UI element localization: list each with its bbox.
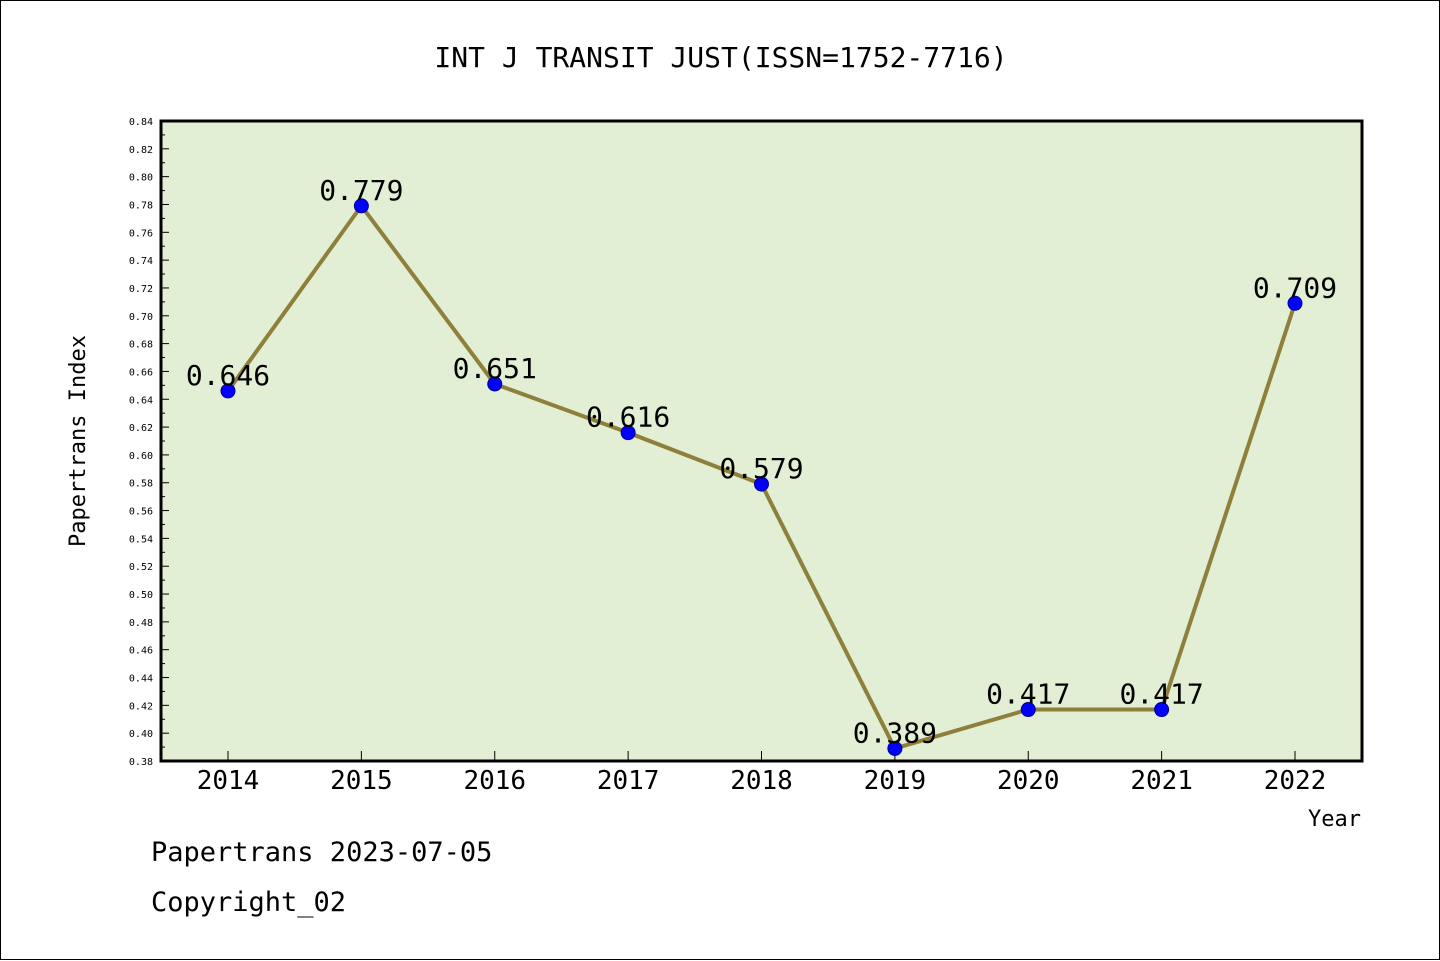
y-tick-label: 0.46 xyxy=(129,646,153,657)
y-tick-label: 0.66 xyxy=(129,367,153,378)
y-tick-label: 0.52 xyxy=(129,562,153,573)
y-tick-label: 0.62 xyxy=(129,423,153,434)
y-tick-label: 0.56 xyxy=(129,507,153,518)
x-tick-label: 2014 xyxy=(197,766,260,796)
data-labels: 0.646 0.779 0.651 0.616 0.579 0.389 0.417 0.417… xyxy=(186,174,1337,750)
data-label: 0.389 xyxy=(853,716,937,749)
y-tick-label: 0.54 xyxy=(129,534,153,545)
data-label: 0.651 xyxy=(453,352,537,385)
data-point xyxy=(353,198,369,214)
y-tick-label: 0.44 xyxy=(129,674,153,685)
y-tick-label: 0.42 xyxy=(129,701,153,712)
y-tick-label: 0.50 xyxy=(129,590,153,601)
y-tick-label: 0.82 xyxy=(129,145,153,156)
plot-area xyxy=(161,121,1362,761)
data-label: 0.417 xyxy=(1119,678,1203,711)
y-tick-label: 0.40 xyxy=(129,729,153,740)
data-point xyxy=(887,740,903,756)
data-point xyxy=(620,425,636,441)
y-tick-label: 0.78 xyxy=(129,200,153,211)
y-axis: 0.38 0.40 0.42 0.44 0.46 0.48 0.50 0.52 0.54 0.56… xyxy=(129,117,169,768)
x-tick-label: 2020 xyxy=(997,766,1060,796)
x-axis-title: Year xyxy=(1308,807,1361,832)
x-tick-label: 2021 xyxy=(1130,766,1193,796)
y-tick-label: 0.68 xyxy=(129,340,153,351)
data-point xyxy=(487,376,503,392)
data-point xyxy=(1287,295,1303,311)
y-tick-label: 0.72 xyxy=(129,284,153,295)
chart-title: INT J TRANSIT JUST(ISSN=1752-7716) xyxy=(434,41,1007,74)
data-label: 0.417 xyxy=(986,678,1070,711)
y-tick-label: 0.58 xyxy=(129,479,153,490)
x-tick-label: 2018 xyxy=(730,766,793,796)
y-tick-label: 0.84 xyxy=(129,117,153,128)
x-tick-label: 2017 xyxy=(597,766,660,796)
x-tick-label: 2015 xyxy=(330,766,393,796)
footer-date: Papertrans 2023-07-05 xyxy=(151,837,493,868)
x-tick-label: 2019 xyxy=(864,766,927,796)
y-tick-label: 0.76 xyxy=(129,228,153,239)
data-label: 0.616 xyxy=(586,401,670,434)
footer-copyright: Copyright_02 xyxy=(151,887,347,918)
y-axis-title: Papertrans Index xyxy=(66,335,91,547)
y-tick-label: 0.60 xyxy=(129,451,153,462)
y-tick-label: 0.70 xyxy=(129,312,153,323)
y-tick-label: 0.80 xyxy=(129,173,153,184)
x-axis: 2014 2015 2016 2017 2018 2019 2020 2021 2022 xyxy=(197,751,1327,796)
y-tick-label: 0.64 xyxy=(129,395,153,406)
y-tick-label: 0.74 xyxy=(129,256,153,267)
data-label: 0.579 xyxy=(719,452,803,485)
data-point xyxy=(1154,702,1170,718)
x-tick-label: 2022 xyxy=(1264,766,1327,796)
y-tick-label: 0.38 xyxy=(129,757,153,768)
data-point xyxy=(220,383,236,399)
data-label: 0.646 xyxy=(186,359,270,392)
x-tick-label: 2016 xyxy=(463,766,526,796)
data-point xyxy=(1020,702,1036,718)
y-tick-label: 0.48 xyxy=(129,618,153,629)
plot-frame xyxy=(159,119,1364,763)
data-label: 0.779 xyxy=(319,174,403,207)
series-markers xyxy=(220,198,1303,756)
data-point xyxy=(754,476,769,492)
data-label: 0.709 xyxy=(1253,271,1337,304)
